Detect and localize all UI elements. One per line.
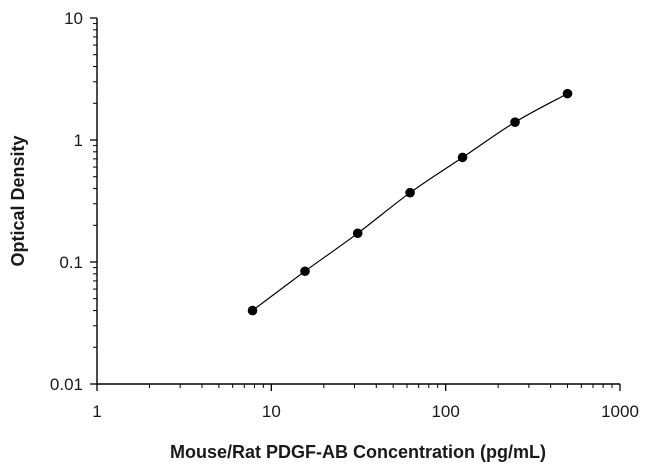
data-point bbox=[510, 117, 520, 127]
y-tick-label: 0.1 bbox=[59, 253, 83, 272]
x-tick-label: 1000 bbox=[601, 402, 639, 421]
data-point bbox=[457, 152, 468, 163]
y-axis-title: Optical Density bbox=[8, 135, 28, 266]
y-tick-label: 0.01 bbox=[50, 375, 83, 394]
data-point bbox=[562, 88, 573, 99]
x-axis-ticks bbox=[96, 384, 621, 391]
data-points bbox=[247, 88, 573, 316]
x-tick-label: 100 bbox=[431, 402, 459, 421]
y-axis-ticks bbox=[90, 17, 97, 385]
x-tick-label: 1 bbox=[92, 402, 101, 421]
x-tick-label: 10 bbox=[262, 402, 281, 421]
plot-axes bbox=[96, 18, 620, 385]
y-tick-label: 1 bbox=[74, 131, 83, 150]
data-point bbox=[352, 228, 363, 239]
y-axis-tick-labels: 0.01 0.1 1 10 bbox=[50, 9, 83, 394]
data-point bbox=[405, 187, 415, 198]
y-tick-label: 10 bbox=[64, 9, 83, 28]
x-axis-tick-labels: 1 10 100 1000 bbox=[92, 402, 639, 421]
data-point bbox=[300, 266, 310, 277]
fit-curve-line bbox=[252, 93, 568, 311]
data-point bbox=[247, 305, 258, 316]
x-axis-title: Mouse/Rat PDGF-AB Concentration (pg/mL) bbox=[170, 442, 546, 462]
